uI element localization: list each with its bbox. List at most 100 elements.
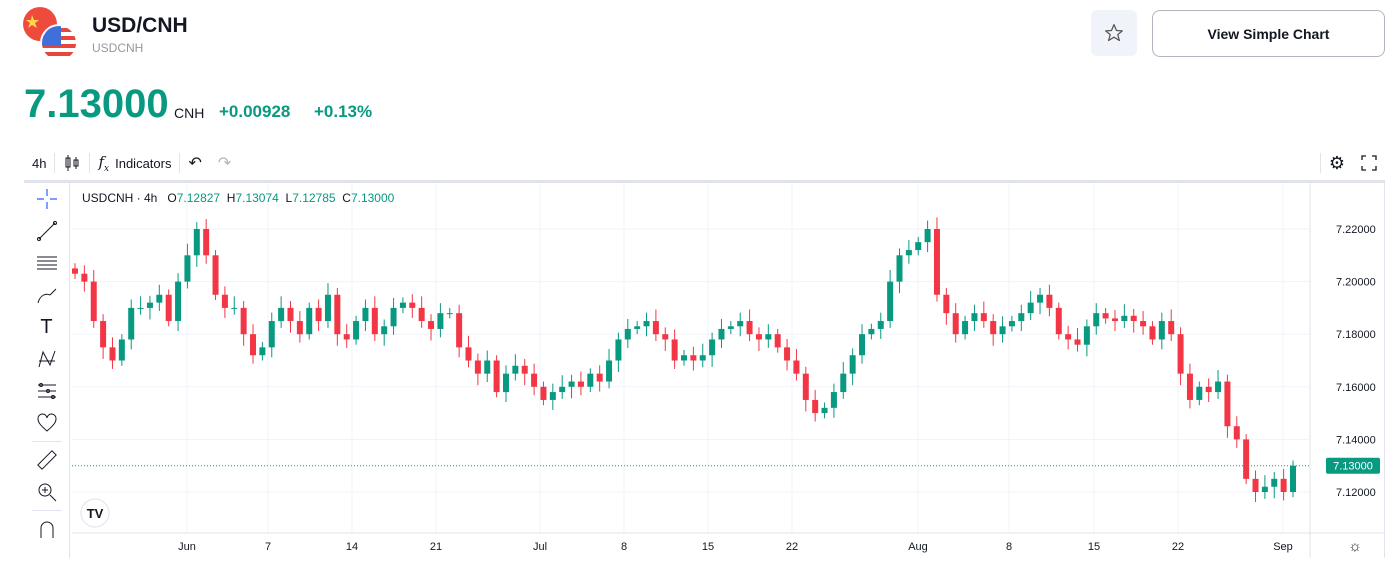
candle: [1074, 327, 1081, 352]
candle: [746, 309, 753, 342]
candle: [1186, 363, 1193, 409]
candle-body: [1224, 381, 1231, 427]
view-simple-chart-button[interactable]: View Simple Chart: [1152, 10, 1385, 57]
candles-icon: [65, 155, 79, 171]
drawing-toolbar: T: [24, 183, 70, 558]
magnet-tool[interactable]: [32, 513, 62, 545]
candle: [784, 338, 791, 371]
candle: [1111, 310, 1118, 332]
crosshair-tool[interactable]: [32, 183, 62, 215]
candle-body: [484, 360, 491, 374]
candle: [887, 270, 894, 328]
horizontal-lines-icon: [36, 256, 57, 270]
favorites-tool[interactable]: [32, 407, 62, 439]
candle-body: [240, 307, 247, 335]
candle: [718, 318, 725, 348]
candle-body: [306, 307, 313, 335]
ruler-icon: [36, 450, 57, 470]
candle-body: [371, 307, 378, 335]
x-tick-label: 7: [265, 541, 271, 553]
brush-tool[interactable]: [32, 279, 62, 311]
fib-tool[interactable]: [32, 247, 62, 279]
forecast-icon: [37, 383, 56, 399]
candle-body: [962, 321, 969, 335]
candle: [774, 328, 781, 353]
candle-body: [727, 326, 734, 329]
candle: [193, 222, 200, 267]
candle-body: [362, 307, 369, 322]
candle: [577, 371, 584, 396]
candle: [1261, 475, 1268, 499]
candle-body: [465, 347, 472, 361]
candle: [334, 287, 341, 346]
y-tick-label: 7.18000: [1336, 329, 1376, 341]
x-tick-label: 15: [1088, 541, 1100, 553]
candle: [203, 219, 210, 264]
y-tick-label: 7.22000: [1336, 224, 1376, 236]
candle-body: [587, 373, 594, 387]
candle: [830, 383, 837, 418]
zoom-in-icon: [38, 483, 56, 502]
indicators-button[interactable]: fx Indicators: [90, 148, 179, 178]
redo-icon: ↷: [217, 155, 232, 172]
trend-line-tool[interactable]: [32, 215, 62, 247]
pattern-tool[interactable]: [32, 343, 62, 375]
candle: [624, 318, 631, 348]
svg-text:TV: TV: [87, 506, 104, 521]
trend-line-icon: [36, 221, 57, 241]
candle: [812, 389, 819, 422]
candle-body: [1186, 373, 1193, 400]
time-axis-settings-icon[interactable]: ☼: [1348, 538, 1362, 555]
candle-body: [437, 313, 444, 329]
candle-body: [1149, 326, 1156, 340]
price-chart[interactable]: 7.22000 7.20000 7.18000 7.16000 7.14000 7.120…: [72, 183, 1385, 558]
candle-body: [184, 255, 191, 282]
candle-body: [296, 321, 303, 335]
low-label: L: [285, 191, 293, 205]
candle-body: [681, 355, 687, 361]
candle: [1168, 309, 1175, 342]
candle: [802, 366, 809, 412]
x-tick-label: Jun: [178, 541, 196, 553]
divider: [31, 510, 62, 511]
undo-button[interactable]: ↶: [180, 148, 209, 178]
measure-tool[interactable]: [32, 444, 62, 476]
candle: [980, 301, 987, 328]
candle: [343, 324, 350, 348]
settings-button[interactable]: ⚙: [1321, 148, 1353, 178]
candle: [1140, 311, 1147, 335]
svg-text:☼: ☼: [1348, 538, 1362, 555]
candle-body: [746, 321, 753, 335]
y-tick-label: 7.16000: [1336, 382, 1376, 394]
candle-body: [1027, 302, 1034, 314]
text-icon: T: [40, 315, 53, 338]
interval-selector[interactable]: 4h: [32, 155, 47, 171]
candle-body: [512, 365, 519, 374]
fullscreen-button[interactable]: [1353, 148, 1385, 178]
candle: [905, 240, 912, 264]
zoom-tool[interactable]: [32, 476, 62, 508]
candle: [924, 220, 931, 253]
candle: [933, 217, 940, 302]
open-label: O: [167, 191, 177, 205]
candle-body: [137, 307, 144, 309]
candle: [699, 343, 706, 368]
high-value: 7.13074: [235, 191, 279, 205]
chart-type-button[interactable]: [55, 148, 89, 178]
candle-body: [259, 347, 266, 356]
redo-button[interactable]: ↷: [210, 148, 239, 178]
candle: [1224, 374, 1231, 438]
candle-body: [990, 321, 997, 335]
favorite-button[interactable]: [1091, 10, 1137, 56]
magnet-icon: [40, 521, 53, 538]
candle: [652, 309, 659, 342]
candle: [72, 263, 78, 279]
star-icon: [1105, 24, 1123, 42]
candle-body: [399, 302, 406, 308]
text-tool[interactable]: T: [32, 311, 62, 343]
candle-body: [1280, 478, 1287, 492]
candle-body: [859, 334, 866, 356]
forecast-tool[interactable]: [32, 375, 62, 407]
candle: [1158, 312, 1165, 350]
candle-body: [118, 339, 125, 361]
